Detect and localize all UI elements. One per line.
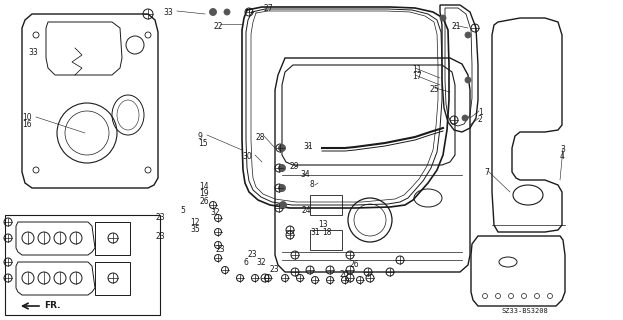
Text: 2: 2	[478, 115, 483, 124]
Text: 12: 12	[190, 218, 199, 227]
Text: 34: 34	[300, 170, 310, 179]
Circle shape	[440, 15, 446, 21]
Text: 17: 17	[412, 72, 422, 81]
Circle shape	[209, 9, 217, 15]
Text: 8: 8	[310, 180, 315, 189]
Circle shape	[280, 202, 287, 209]
Text: 22: 22	[213, 22, 222, 31]
Text: 23: 23	[155, 232, 164, 241]
Text: 33: 33	[163, 8, 173, 17]
Text: 26: 26	[350, 260, 359, 269]
Circle shape	[465, 32, 471, 38]
Text: 9: 9	[198, 132, 203, 141]
Text: 19: 19	[199, 189, 209, 198]
Text: 28: 28	[256, 133, 265, 142]
Text: 35: 35	[190, 225, 200, 234]
Text: 30: 30	[242, 152, 252, 161]
Text: 15: 15	[198, 139, 207, 148]
Text: 26: 26	[199, 197, 209, 206]
Text: 33: 33	[28, 48, 38, 57]
Text: 23: 23	[270, 265, 280, 274]
Text: 4: 4	[560, 152, 565, 161]
Circle shape	[224, 9, 230, 15]
Text: 5: 5	[180, 206, 185, 215]
Circle shape	[278, 185, 285, 191]
Text: 6: 6	[244, 258, 249, 267]
Text: 32: 32	[256, 258, 265, 267]
Text: 24: 24	[302, 206, 312, 215]
Text: 31: 31	[310, 228, 320, 237]
Text: 1: 1	[478, 108, 483, 117]
Text: 21: 21	[452, 22, 462, 31]
Bar	[5, 215, 160, 315]
Circle shape	[465, 77, 471, 83]
Text: 25: 25	[430, 85, 440, 94]
Text: FR.: FR.	[44, 301, 60, 310]
Circle shape	[278, 145, 285, 151]
Text: 23: 23	[215, 245, 225, 254]
Text: 16: 16	[22, 120, 32, 129]
Text: 3: 3	[560, 145, 565, 154]
Text: 29: 29	[290, 162, 300, 171]
Text: 20: 20	[340, 270, 350, 279]
Text: 7: 7	[484, 168, 489, 177]
Text: SZ33-BS3208: SZ33-BS3208	[502, 308, 548, 314]
Text: 23: 23	[248, 250, 258, 259]
Text: 32: 32	[210, 208, 220, 217]
Circle shape	[462, 115, 468, 121]
Text: 27: 27	[263, 4, 273, 13]
Text: 13: 13	[318, 220, 328, 229]
Text: 14: 14	[199, 182, 209, 191]
Circle shape	[278, 164, 285, 172]
Text: 23: 23	[155, 213, 164, 222]
Text: 18: 18	[322, 228, 331, 237]
Text: 31: 31	[303, 142, 313, 151]
Text: 11: 11	[412, 65, 422, 74]
Text: 10: 10	[22, 113, 32, 122]
